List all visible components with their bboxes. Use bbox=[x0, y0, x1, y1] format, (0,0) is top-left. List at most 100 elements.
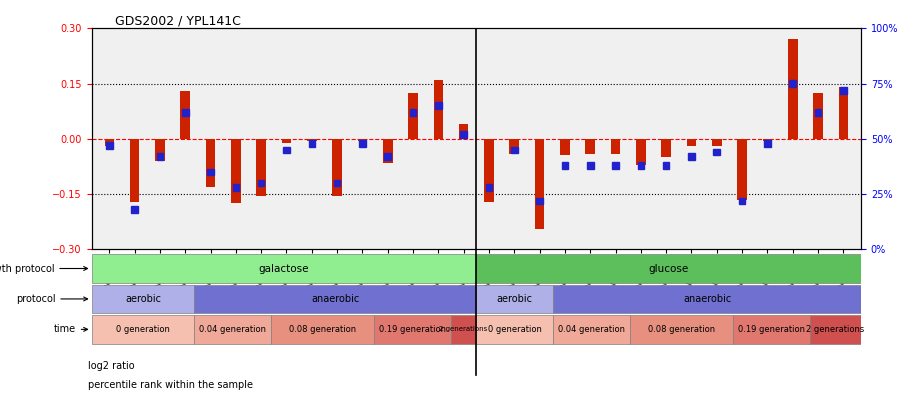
Bar bbox=[433, 80, 443, 139]
Bar bbox=[194, 285, 476, 313]
Bar bbox=[810, 315, 861, 343]
Bar bbox=[307, 139, 317, 141]
Text: 2 generations: 2 generations bbox=[440, 326, 487, 333]
Bar bbox=[207, 169, 213, 175]
Bar bbox=[630, 315, 733, 343]
Bar bbox=[790, 80, 796, 87]
Bar bbox=[553, 285, 861, 313]
Bar bbox=[536, 198, 543, 204]
Bar bbox=[333, 139, 342, 196]
Bar bbox=[840, 87, 846, 94]
Bar bbox=[485, 139, 494, 202]
Bar bbox=[385, 153, 391, 160]
Bar bbox=[813, 93, 823, 139]
Bar bbox=[155, 139, 165, 161]
Bar bbox=[79, 381, 85, 390]
Bar bbox=[553, 315, 630, 343]
Text: 0.19 generation: 0.19 generation bbox=[378, 325, 446, 334]
Text: 0.04 generation: 0.04 generation bbox=[199, 325, 267, 334]
Bar bbox=[206, 139, 215, 187]
Bar bbox=[560, 139, 570, 156]
Text: time: time bbox=[54, 324, 88, 335]
Bar bbox=[788, 39, 798, 139]
Text: 0.08 generation: 0.08 generation bbox=[289, 325, 356, 334]
Text: percentile rank within the sample: percentile rank within the sample bbox=[88, 380, 253, 390]
Bar bbox=[763, 139, 772, 141]
Bar bbox=[92, 254, 476, 283]
Bar bbox=[79, 361, 85, 370]
Bar bbox=[130, 139, 139, 202]
Bar bbox=[157, 153, 163, 160]
Bar bbox=[737, 139, 747, 200]
Bar bbox=[688, 153, 694, 160]
Bar bbox=[687, 139, 696, 146]
Bar bbox=[459, 124, 468, 139]
Bar bbox=[104, 139, 114, 146]
Text: protocol: protocol bbox=[16, 294, 88, 304]
Text: 0.04 generation: 0.04 generation bbox=[558, 325, 626, 334]
Bar bbox=[562, 162, 568, 169]
Bar bbox=[409, 93, 418, 139]
Bar bbox=[256, 139, 266, 196]
Bar bbox=[509, 139, 519, 153]
Bar bbox=[712, 139, 722, 146]
Bar bbox=[476, 315, 553, 343]
Text: GDS2002 / YPL141C: GDS2002 / YPL141C bbox=[114, 14, 241, 27]
Bar bbox=[733, 315, 810, 343]
Bar bbox=[764, 140, 770, 147]
Text: galactose: galactose bbox=[258, 264, 310, 273]
Text: 0.19 generation: 0.19 generation bbox=[737, 325, 805, 334]
Bar bbox=[585, 139, 595, 153]
Text: log2 ratio: log2 ratio bbox=[88, 360, 135, 371]
Text: glucose: glucose bbox=[649, 264, 689, 273]
Text: 2 generations: 2 generations bbox=[806, 325, 865, 334]
Text: aerobic: aerobic bbox=[125, 294, 161, 304]
Text: aerobic: aerobic bbox=[496, 294, 533, 304]
Bar bbox=[131, 207, 138, 213]
Text: anaerobic: anaerobic bbox=[683, 294, 731, 304]
Bar bbox=[182, 109, 189, 116]
Text: 0.08 generation: 0.08 generation bbox=[648, 325, 715, 334]
Bar bbox=[511, 147, 518, 153]
Bar bbox=[814, 109, 822, 116]
Bar bbox=[374, 315, 451, 343]
Bar bbox=[92, 315, 194, 343]
Bar bbox=[739, 198, 746, 204]
Bar bbox=[258, 180, 265, 186]
Bar bbox=[714, 149, 720, 156]
Text: anaerobic: anaerobic bbox=[311, 294, 359, 304]
Bar bbox=[451, 315, 476, 343]
Bar bbox=[282, 139, 291, 143]
Bar bbox=[435, 102, 442, 109]
Bar bbox=[180, 91, 190, 139]
Bar bbox=[461, 131, 467, 138]
Bar bbox=[611, 139, 620, 153]
Bar bbox=[612, 162, 619, 169]
Bar bbox=[638, 162, 644, 169]
Bar bbox=[271, 315, 374, 343]
Bar bbox=[409, 109, 417, 116]
Bar bbox=[535, 139, 544, 229]
Bar bbox=[661, 139, 671, 157]
Bar bbox=[383, 139, 393, 163]
Text: 0 generation: 0 generation bbox=[488, 325, 541, 334]
Text: 0 generation: 0 generation bbox=[116, 325, 169, 334]
Bar bbox=[309, 140, 315, 147]
Bar bbox=[636, 139, 646, 165]
Bar bbox=[485, 184, 492, 191]
Text: growth protocol: growth protocol bbox=[0, 264, 88, 273]
Bar bbox=[476, 254, 861, 283]
Bar bbox=[283, 147, 289, 153]
Bar bbox=[357, 139, 367, 141]
Bar bbox=[194, 315, 271, 343]
Bar bbox=[92, 285, 194, 313]
Bar bbox=[106, 142, 113, 149]
Bar bbox=[476, 285, 553, 313]
Bar bbox=[663, 162, 670, 169]
Bar bbox=[359, 140, 365, 147]
Bar bbox=[838, 87, 848, 139]
Bar bbox=[233, 184, 239, 191]
Bar bbox=[231, 139, 241, 203]
Bar bbox=[333, 180, 341, 186]
Bar bbox=[587, 162, 594, 169]
